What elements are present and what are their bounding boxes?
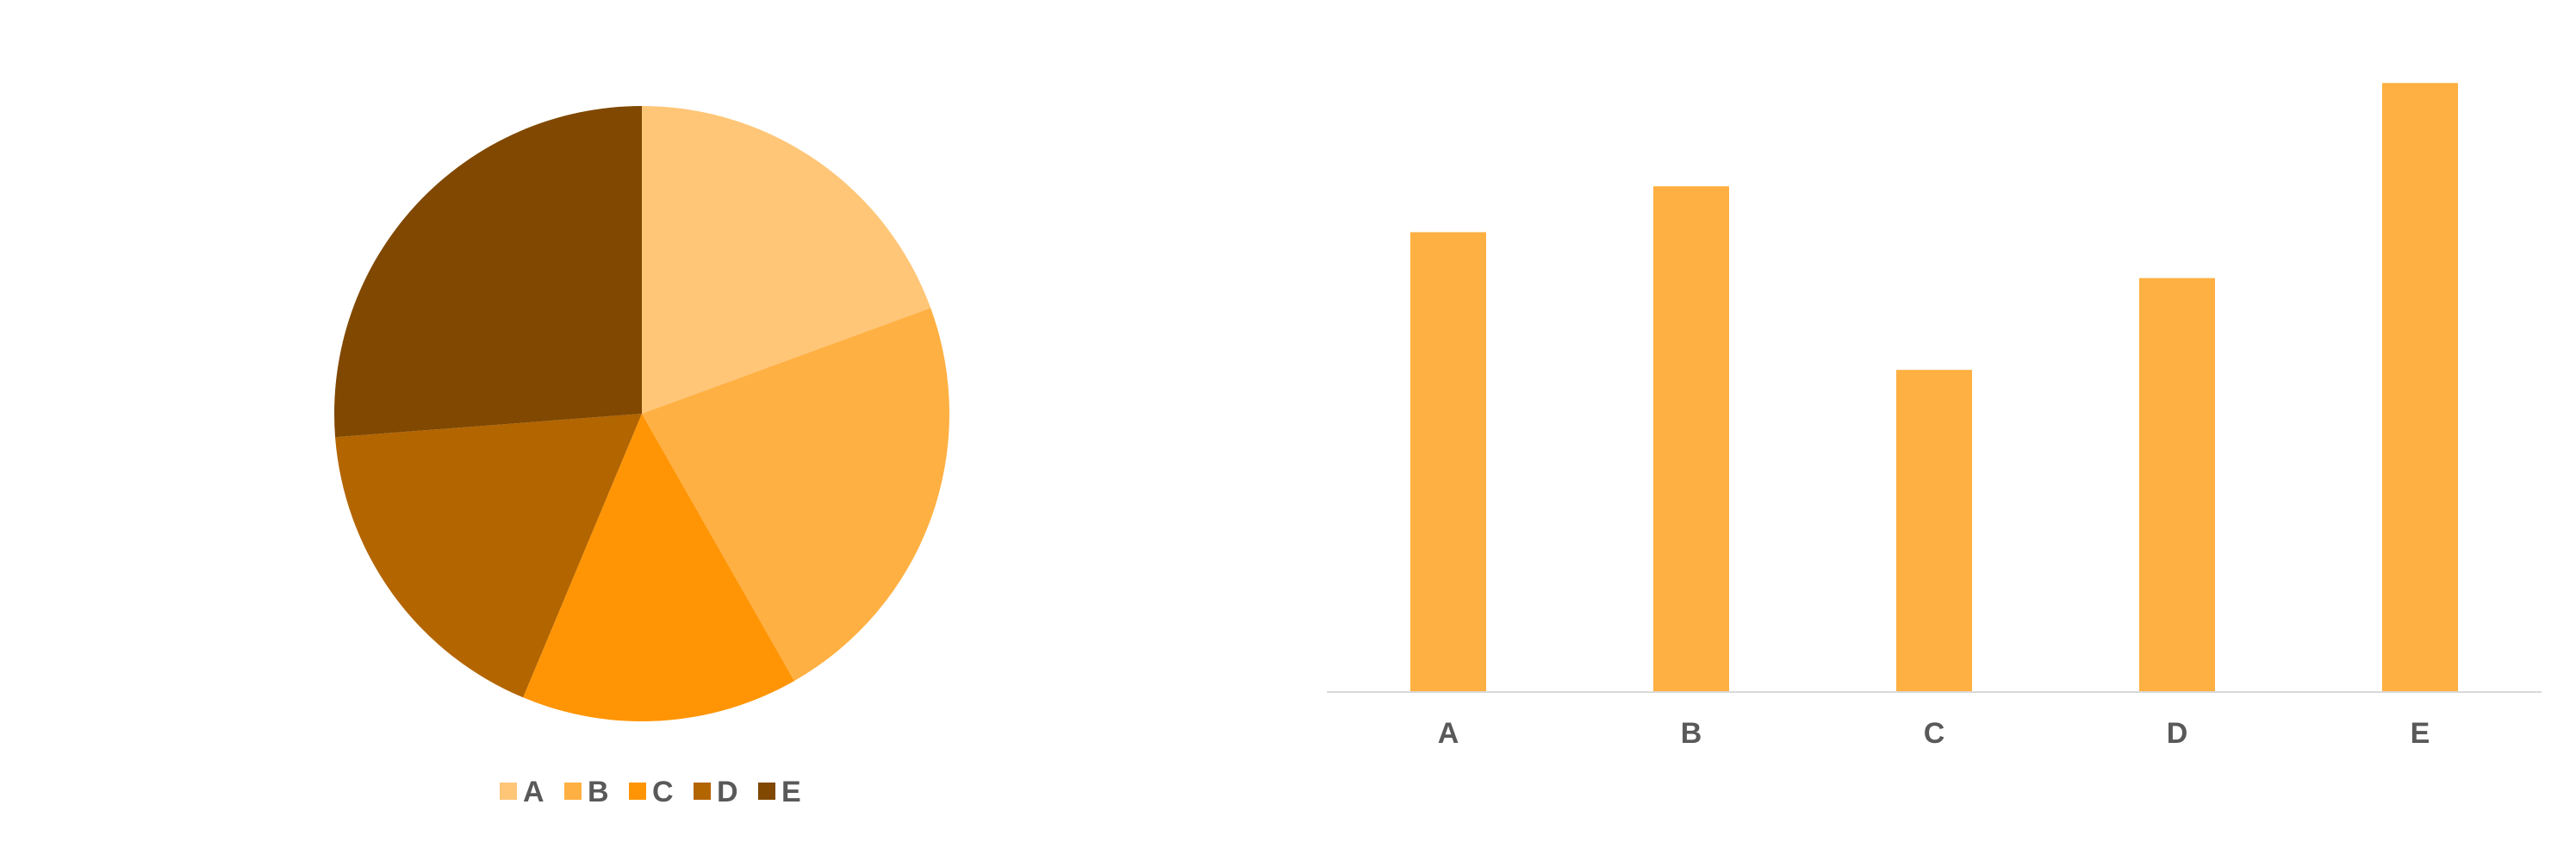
legend-label-a: A: [523, 776, 544, 808]
legend-label-b: B: [588, 776, 609, 808]
pie-chart: [334, 106, 949, 721]
bar-a[interactable]: [1410, 232, 1486, 691]
bar-b[interactable]: [1653, 186, 1729, 691]
legend-label-d: D: [717, 776, 738, 808]
bar-e[interactable]: [2382, 83, 2458, 691]
x-tick-label-d: D: [2167, 717, 2188, 750]
legend-swatch-a: [500, 783, 517, 800]
bar-d[interactable]: [2139, 278, 2215, 691]
pie-slice-c[interactable]: [523, 414, 794, 721]
pie-slice-d[interactable]: [335, 414, 642, 698]
legend-swatch-c: [629, 783, 646, 800]
x-tick-label-b: B: [1681, 717, 1702, 750]
x-tick-label-c: C: [1924, 717, 1945, 750]
bar-chart: A B C D E: [1327, 83, 2542, 750]
x-tick-label-a: A: [1438, 717, 1459, 750]
legend-label-e: E: [781, 776, 801, 808]
pie-slice-b[interactable]: [642, 308, 949, 682]
legend-swatch-b: [564, 783, 582, 800]
pie-slice-a[interactable]: [642, 106, 931, 414]
pie-slice-e[interactable]: [334, 106, 642, 438]
pie-legend: A B C D E: [500, 776, 801, 808]
legend-swatch-e: [758, 783, 775, 800]
bar-c[interactable]: [1896, 370, 1972, 691]
x-tick-label-e: E: [2411, 717, 2430, 750]
legend-label-c: C: [652, 776, 674, 808]
legend-swatch-d: [694, 783, 711, 800]
